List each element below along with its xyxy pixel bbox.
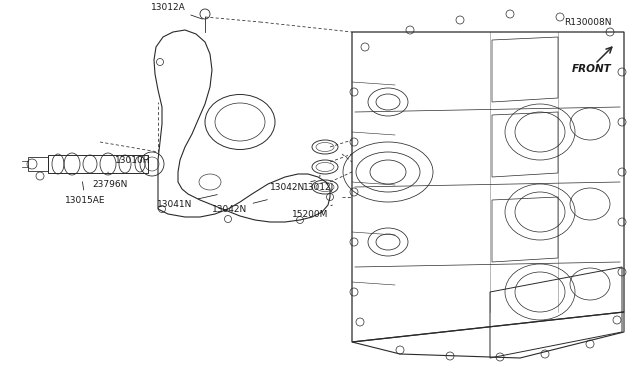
Bar [48, 155, 148, 173]
Text: 23796N: 23796N [92, 172, 127, 189]
Text: 15200M: 15200M [292, 205, 332, 218]
Text: 13010H: 13010H [115, 155, 150, 164]
Text: 13042N: 13042N [212, 200, 268, 214]
Text: 13042N: 13042N [270, 181, 316, 192]
Bar [28, 157, 48, 171]
Text: FRONT: FRONT [572, 64, 612, 74]
Text: 13015AE: 13015AE [65, 182, 106, 205]
Text: 13012A: 13012A [150, 3, 202, 19]
Text: 13041N: 13041N [157, 195, 218, 208]
Text: 13012J: 13012J [303, 175, 334, 192]
Text: R130008N: R130008N [564, 17, 611, 26]
